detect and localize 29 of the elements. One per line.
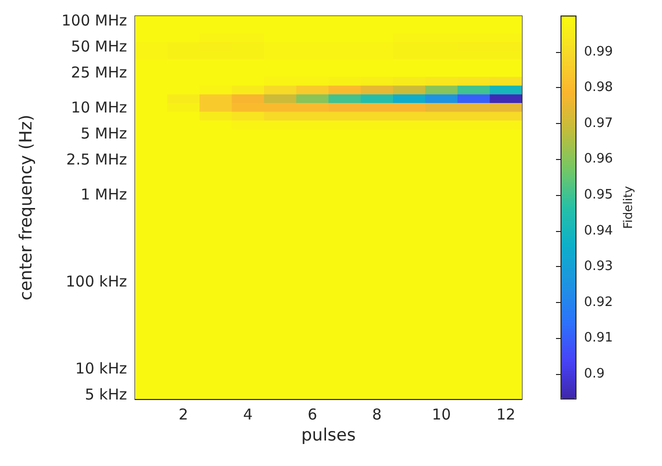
color-bar-label: 0.96: [584, 152, 613, 167]
x-axis-title: pulses: [301, 426, 356, 446]
x-tick-label: 4: [243, 406, 253, 424]
y-tick-label: 1 MHz: [80, 185, 128, 204]
color-bar-label: 0.97: [584, 116, 613, 131]
y-tick-label: 25 MHz: [71, 64, 128, 82]
y-tick-label: 5 kHz: [84, 386, 128, 404]
x-tick-label: 12: [496, 406, 516, 424]
color-bar-label: 0.9: [584, 366, 605, 382]
color-bar-label: 0.95: [584, 187, 613, 202]
color-bar-label: 0.93: [584, 259, 613, 274]
y-tick-label: 10 kHz: [75, 360, 128, 378]
color-bar-title: Fidelity: [621, 186, 635, 229]
y-tick-label: 5 MHz: [80, 124, 128, 143]
y-tick-label: 10 MHz: [71, 98, 128, 116]
color-bar-label: 0.99: [584, 44, 613, 60]
x-tick-label: 2: [178, 406, 188, 424]
y-axis-title: center frequency (Hz): [16, 114, 36, 300]
x-tick-label: 6: [308, 406, 318, 424]
color-bar-label: 0.94: [584, 223, 613, 238]
y-tick-label: 50 MHz: [71, 37, 128, 56]
x-tick-label: 10: [432, 406, 451, 424]
color-bar-label: 0.91: [584, 330, 613, 346]
y-tick-label: 2.5 MHz: [66, 150, 128, 169]
y-tick-label: 100 kHz: [66, 272, 128, 290]
color-bar-label: 0.92: [584, 294, 613, 310]
y-tick-label: 100 MHz: [62, 11, 128, 30]
color-bar-label: 0.98: [584, 80, 613, 96]
x-tick-label: 8: [372, 406, 382, 424]
